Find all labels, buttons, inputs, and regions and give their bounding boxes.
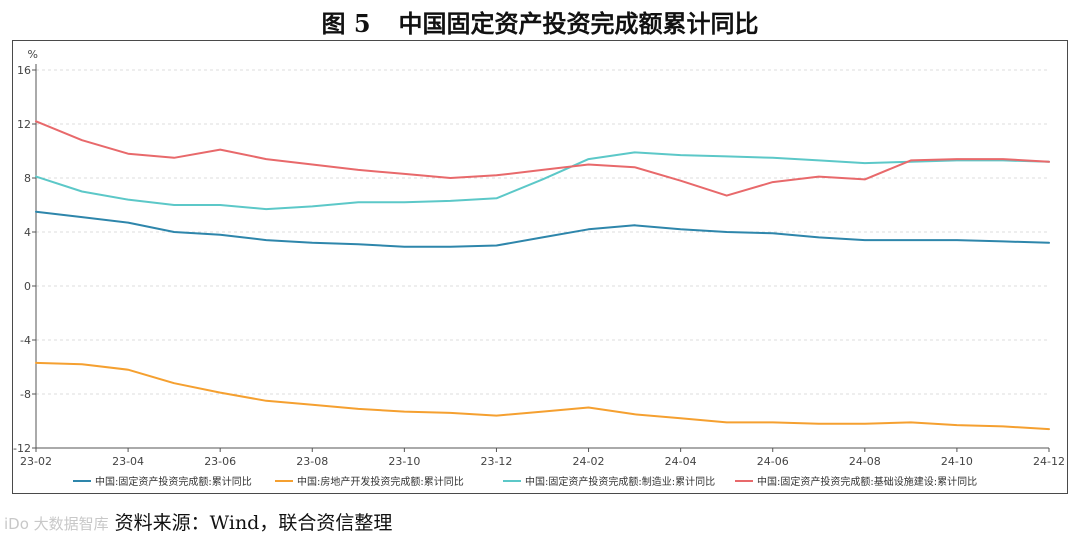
x-tick-label: 23-12 [480, 455, 512, 468]
figure-title: 图 5 中国固定资产投资完成额累计同比 [0, 4, 1080, 39]
legend-label: 中国:固定资产投资完成额:制造业:累计同比 [525, 475, 715, 488]
x-tick-label: 24-08 [849, 455, 881, 468]
y-tick-label: -8 [20, 388, 31, 401]
x-tick-label: 23-10 [388, 455, 420, 468]
series-line-3 [35, 151, 1050, 211]
x-tick-label: 24-12 [1033, 455, 1065, 468]
y-tick-label: -4 [20, 334, 31, 347]
figure-number: 图 5 [321, 9, 371, 38]
legend-label: 中国:固定资产投资完成额:累计同比 [95, 475, 252, 488]
x-tick-label: 24-02 [573, 455, 605, 468]
x-tick-label: 23-04 [112, 455, 144, 468]
x-tick-label: 24-04 [665, 455, 697, 468]
y-tick-label: 4 [24, 226, 31, 239]
y-tick-label: -12 [13, 442, 31, 455]
x-tick-label: 23-02 [20, 455, 52, 468]
y-tick-label: 8 [24, 172, 31, 185]
series-line-4 [35, 120, 1050, 197]
x-tick-label: 24-10 [941, 455, 973, 468]
legend-label: 中国:房地产开发投资完成额:累计同比 [297, 475, 464, 488]
source-note: iDo 大数据智库 资料来源：Wind，联合资信整理 [4, 508, 392, 535]
x-tick-label: 23-06 [204, 455, 236, 468]
source-text: 资料来源：Wind，联合资信整理 [114, 512, 393, 534]
series-line-1 [35, 210, 1050, 248]
watermark-logo: iDo 大数据智库 [4, 515, 109, 533]
x-tick-label: 24-06 [757, 455, 789, 468]
y-axis-unit: % [28, 48, 38, 61]
line-chart: 16 12 8 4 0 -4 -8 -12% 23-02 23-04 23-06 23-08 23-10… [13, 48, 1065, 488]
y-tick-label: 0 [24, 280, 31, 293]
chart-frame: 16 12 8 4 0 -4 -8 -12% 23-02 23-04 23-06 23-08 23-10… [12, 40, 1068, 494]
series-line-2 [35, 361, 1050, 431]
legend-label: 中国:固定资产投资完成额:基础设施建设:累计同比 [757, 475, 977, 488]
figure-title-text: 中国固定资产投资完成额累计同比 [398, 9, 759, 38]
y-tick-label: 16 [17, 64, 31, 77]
x-tick-label: 23-08 [296, 455, 328, 468]
y-tick-label: 12 [17, 118, 31, 131]
